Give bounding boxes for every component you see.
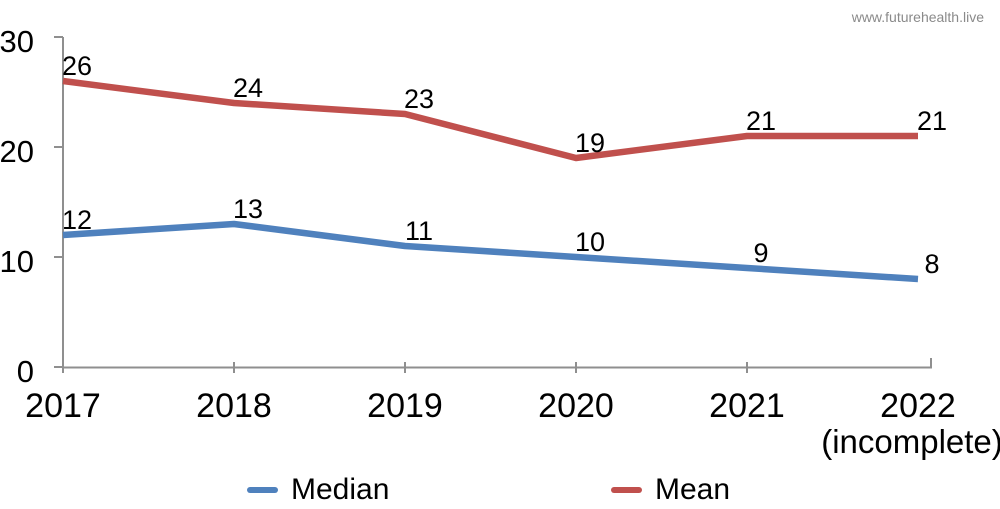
- mean-data-label: 24: [233, 73, 263, 103]
- mean-data-label: 23: [404, 84, 434, 114]
- x-tick-label: 2017: [25, 387, 101, 425]
- y-tick-label: 30: [0, 24, 34, 59]
- median-data-label: 12: [62, 205, 92, 235]
- legend-label-median: Median: [291, 473, 390, 506]
- x-tick-label: 2021: [709, 387, 785, 425]
- median-data-label: 13: [233, 194, 263, 224]
- y-tick-label: 10: [0, 244, 34, 279]
- median-line: [62, 220, 919, 283]
- x-tick-label: 2018: [196, 387, 272, 425]
- median-data-label: 8: [924, 249, 939, 279]
- mean-data-label: 21: [917, 106, 947, 136]
- median-data-label: 9: [753, 238, 768, 268]
- median-data-label: 10: [575, 227, 605, 257]
- watermark: www.futurehealth.live: [851, 9, 984, 25]
- x-tick-label: 2020: [538, 387, 614, 425]
- legend-label-mean: Mean: [655, 473, 731, 506]
- x-tick-sublabel: (incomplete): [821, 423, 1000, 460]
- chart-legend: Median Mean: [0, 470, 1000, 509]
- mean-data-label: 21: [746, 106, 776, 136]
- legend-item-mean: Mean: [611, 473, 731, 506]
- y-tick-label: 0: [17, 354, 34, 389]
- mean-line: [62, 77, 918, 162]
- legend-swatch-mean: [611, 486, 642, 494]
- median-data-label: 11: [405, 216, 433, 246]
- legend-swatch-median: [247, 486, 278, 494]
- legend-item-median: Median: [247, 473, 390, 506]
- line-chart: 0 10 20 30 2017 2018 2019 2020 2021 2022(incomple…: [0, 24, 1000, 460]
- y-tick-label: 20: [0, 134, 34, 169]
- mean-data-label: 19: [575, 128, 605, 158]
- mean-data-label: 26: [62, 51, 92, 81]
- x-tick-label: 2019: [367, 387, 443, 425]
- x-tick-label: 2022: [880, 387, 956, 425]
